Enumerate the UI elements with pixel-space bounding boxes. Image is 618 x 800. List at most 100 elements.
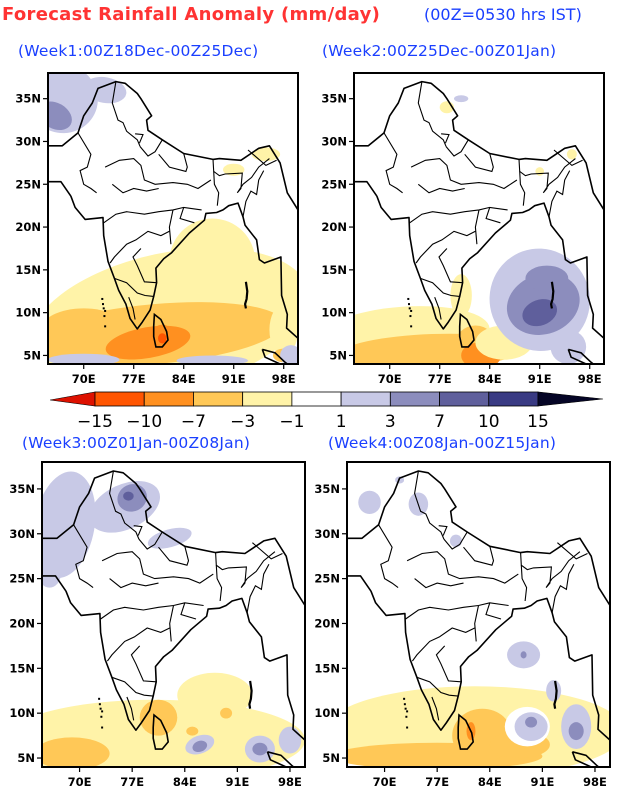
lat-tick-label: 10N (9, 706, 35, 720)
state-boundary (411, 627, 475, 662)
sri-lanka-coastline (457, 713, 475, 750)
lon-tick-label: 98E (578, 372, 602, 386)
state-boundary (464, 153, 494, 173)
state-boundary (73, 524, 94, 589)
anomaly-contour-fill (192, 740, 208, 753)
anomaly-contour-fill (358, 490, 381, 515)
lat-tick-label: 35N (15, 92, 41, 106)
lat-tick-label: 30N (15, 134, 41, 148)
state-boundary (111, 81, 141, 147)
sumatra-coastline (266, 751, 295, 767)
lakshadweep-island (406, 710, 409, 713)
state-boundary (414, 470, 445, 540)
colorbar-label: −3 (230, 412, 255, 430)
main-title: Forecast Rainfall Anomaly (mm/day) (2, 4, 381, 25)
state-boundary (242, 170, 265, 217)
map-panel-week2: 5N 10N 15N 20N 25N 30N 35N 70E 77E 84E 91E 98E (321, 72, 605, 386)
lakshadweep-island (406, 726, 409, 729)
lon-tick-label: 84E (173, 775, 197, 789)
anomaly-contour-fill (48, 353, 120, 364)
sumatra-coastline (571, 751, 600, 767)
lat-tick-label: 15N (314, 661, 340, 675)
state-boundary (132, 248, 157, 284)
lat-tick-label: 30N (314, 527, 340, 541)
colorbar-left-arrow (50, 391, 96, 407)
state-boundary (557, 542, 588, 560)
lon-tick-label: 84E (172, 372, 196, 386)
state-boundary (415, 230, 476, 264)
lon-tick-label: 98E (272, 372, 296, 386)
colorbar-right-arrow (537, 391, 604, 407)
anomaly-contour-fill (169, 218, 256, 305)
state-boundary (474, 209, 480, 245)
lakshadweep-island (101, 726, 104, 729)
map-frame (353, 72, 605, 365)
panel-title-week2: (Week2:00Z25Dec-00Z01Jan) (322, 42, 557, 60)
colorbar-label: 15 (527, 412, 549, 430)
panel-title-week3: (Week3:00Z01Jan-00Z08Jan) (22, 434, 251, 452)
anomaly-contour-fill (42, 737, 110, 767)
anomaly-contour-fill (525, 716, 538, 728)
anomaly-contour-fill (48, 308, 127, 352)
state-boundary (126, 696, 135, 721)
sumatra-coastline (261, 348, 289, 364)
state-boundary (378, 524, 399, 589)
lat-tick-label: 25N (321, 177, 347, 191)
anomaly-contour-fill (546, 679, 562, 702)
lat-tick-label: 15N (15, 263, 41, 277)
state-boundary (246, 564, 270, 613)
state-boundary (410, 158, 518, 190)
state-boundary (215, 551, 276, 588)
state-boundary (106, 627, 170, 662)
colorbar-segment (143, 391, 194, 407)
state-boundary (443, 531, 468, 550)
state-boundary (114, 277, 154, 297)
state-boundary (406, 551, 519, 584)
anomaly-contour-fill (220, 707, 233, 719)
colorbar-label: 1 (336, 412, 347, 430)
anomaly-contour-fill (269, 304, 298, 356)
sumatra-coastline (567, 348, 595, 364)
state-boundary (553, 149, 583, 167)
state-boundary (212, 158, 270, 194)
lakshadweep-island (410, 309, 413, 312)
lakshadweep-island (104, 309, 107, 312)
lon-tick-label: 91E (222, 372, 246, 386)
lat-tick-label: 5N (322, 751, 340, 765)
state-boundary (128, 297, 136, 320)
lat-tick-label: 30N (321, 134, 347, 148)
lon-tick-label: 70E (72, 372, 96, 386)
colorbar-label: −10 (126, 412, 162, 430)
lat-tick-label: 35N (9, 482, 35, 496)
anomaly-contour-fill (42, 560, 61, 588)
lon-tick-label: 98E (583, 775, 607, 789)
state-boundary (101, 551, 214, 584)
colorbar-segment (389, 391, 440, 407)
anomaly-contour-fill (123, 491, 134, 501)
lakshadweep-island (407, 297, 410, 300)
anomaly-contour-fill (176, 355, 248, 364)
anomaly-contour-fill (520, 651, 527, 659)
state-boundary (518, 158, 576, 194)
lat-tick-label: 25N (15, 177, 41, 191)
anomaly-contour-fill (568, 722, 584, 741)
state-boundary (139, 139, 163, 157)
state-boundary (109, 230, 170, 264)
country-boundary (354, 80, 604, 340)
lat-tick-label: 10N (314, 706, 340, 720)
map-panel-week1: 5N 10N 15N 20N 25N 30N 35N 70E 77E 84E 91E 98E (15, 72, 299, 386)
lon-tick-label: 98E (278, 775, 302, 789)
state-boundary (111, 676, 154, 697)
sri-lanka-coastline (458, 312, 475, 348)
colorbar-segment (193, 391, 244, 407)
state-boundary (130, 645, 157, 683)
state-boundary (420, 277, 460, 297)
lakshadweep-island (408, 307, 411, 310)
lat-tick-label: 30N (9, 527, 35, 541)
lat-tick-label: 20N (314, 616, 340, 630)
state-boundary (405, 602, 509, 620)
state-boundary (520, 551, 581, 588)
colorbar-label: 7 (434, 412, 445, 430)
anomaly-contour-fill (252, 742, 268, 756)
state-boundary (247, 149, 277, 167)
